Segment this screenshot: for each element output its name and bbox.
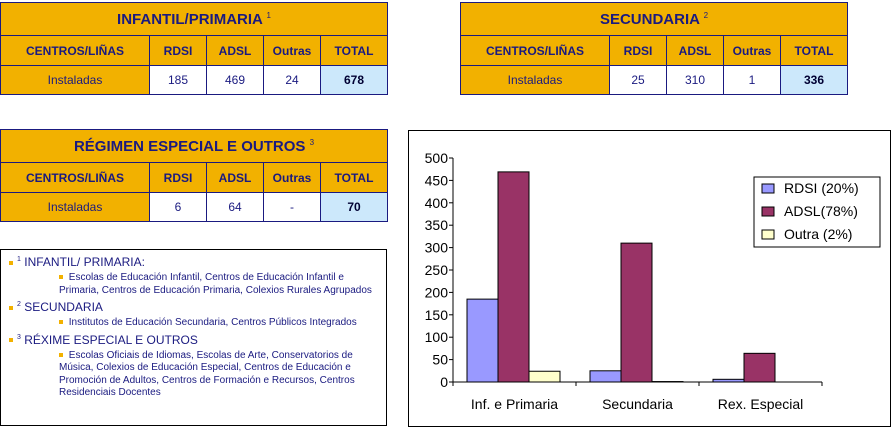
svg-text:100: 100	[425, 329, 449, 345]
header-adsl: ADSL	[206, 35, 264, 66]
svg-text:Outra (2%): Outra (2%)	[784, 226, 852, 242]
table-title: RÉGIMEN ESPECIAL E OUTROS 3	[0, 129, 388, 163]
value-total: 336	[780, 65, 848, 95]
note-heading: 1 INFANTIL/ PRIMARIA:	[9, 255, 386, 269]
header-rdsi: RDSI	[149, 35, 207, 66]
value-adsl: 64	[206, 192, 264, 222]
note-heading: 3 RÉXIME ESPECIAL E OUTROS	[9, 333, 386, 347]
svg-text:200: 200	[425, 284, 449, 300]
header-outras: Outras	[263, 162, 321, 193]
note-detail: Escolas de Educación Infantil, Centros d…	[59, 272, 372, 296]
svg-text:150: 150	[425, 307, 449, 323]
bullet-icon	[9, 305, 13, 310]
header-outras: Outras	[263, 35, 321, 66]
svg-text:RDSI (20%): RDSI (20%)	[784, 180, 859, 196]
svg-text:50: 50	[432, 352, 448, 368]
footnotes-box: 1 INFANTIL/ PRIMARIA: Escolas de Educaci…	[0, 249, 387, 426]
header-centros: CENTROS/LIÑAS	[0, 35, 150, 66]
row-label: Instaladas	[0, 65, 150, 95]
table-infantil-primaria: INFANTIL/PRIMARIA 1 CENTROS/LIÑAS RDSI A…	[0, 2, 388, 95]
bullet-icon	[9, 260, 13, 265]
header-total: TOTAL	[780, 35, 848, 66]
svg-text:250: 250	[425, 262, 449, 278]
svg-text:400: 400	[425, 195, 449, 211]
svg-text:500: 500	[425, 150, 449, 166]
note-detail: Escolas Oficiais de Idiomas, Escolas de …	[59, 349, 355, 398]
bullet-icon	[9, 338, 13, 343]
table-title: INFANTIL/PRIMARIA 1	[0, 2, 388, 36]
header-rdsi: RDSI	[609, 35, 667, 66]
value-total: 678	[320, 65, 388, 95]
note-heading: 2 SECUNDARIA	[9, 300, 386, 314]
header-outras: Outras	[723, 35, 781, 66]
header-total: TOTAL	[320, 162, 388, 193]
bullet-icon	[59, 352, 63, 357]
value-rdsi: 25	[609, 65, 667, 95]
table-title: SECUNDARIA 2	[460, 2, 848, 36]
note-detail: Institutos de Educación Secundaria, Cent…	[59, 317, 386, 330]
svg-text:Rex. Especial: Rex. Especial	[718, 396, 804, 412]
value-rdsi: 6	[149, 192, 207, 222]
header-adsl: ADSL	[666, 35, 724, 66]
header-total: TOTAL	[320, 35, 388, 66]
svg-text:ADSL(78%): ADSL(78%)	[784, 203, 858, 219]
value-outras: 24	[263, 65, 321, 95]
value-adsl: 469	[206, 65, 264, 95]
table-secundaria: SECUNDARIA 2 CENTROS/LIÑAS RDSI ADSL Out…	[460, 2, 848, 95]
svg-text:Inf. e Primaria: Inf. e Primaria	[471, 396, 558, 412]
svg-text:450: 450	[425, 172, 449, 188]
svg-text:0: 0	[440, 374, 448, 390]
header-adsl: ADSL	[206, 162, 264, 193]
svg-text:300: 300	[425, 240, 449, 256]
chart-canvas: 0 50 100 150 200 250 300 350 400 450 500 Inf. e Pri…	[425, 150, 881, 412]
value-adsl: 310	[666, 65, 724, 95]
table-regimen-especial: RÉGIMEN ESPECIAL E OUTROS 3 CENTROS/LIÑA…	[0, 129, 388, 222]
row-label: Instaladas	[0, 192, 150, 222]
bullet-icon	[59, 320, 63, 324]
header-centros: CENTROS/LIÑAS	[460, 35, 610, 66]
svg-text:350: 350	[425, 217, 449, 233]
row-label: Instaladas	[460, 65, 610, 95]
value-outras: -	[263, 192, 321, 222]
bullet-icon	[59, 275, 63, 279]
header-rdsi: RDSI	[149, 162, 207, 193]
svg-text:Secundaria: Secundaria	[602, 396, 673, 412]
header-centros: CENTROS/LIÑAS	[0, 162, 150, 193]
value-outras: 1	[723, 65, 781, 95]
value-total: 70	[320, 192, 388, 222]
value-rdsi: 185	[149, 65, 207, 95]
bar-chart: 0 50 100 150 200 250 300 350 400 450 500 Inf. e Pri…	[408, 130, 891, 427]
